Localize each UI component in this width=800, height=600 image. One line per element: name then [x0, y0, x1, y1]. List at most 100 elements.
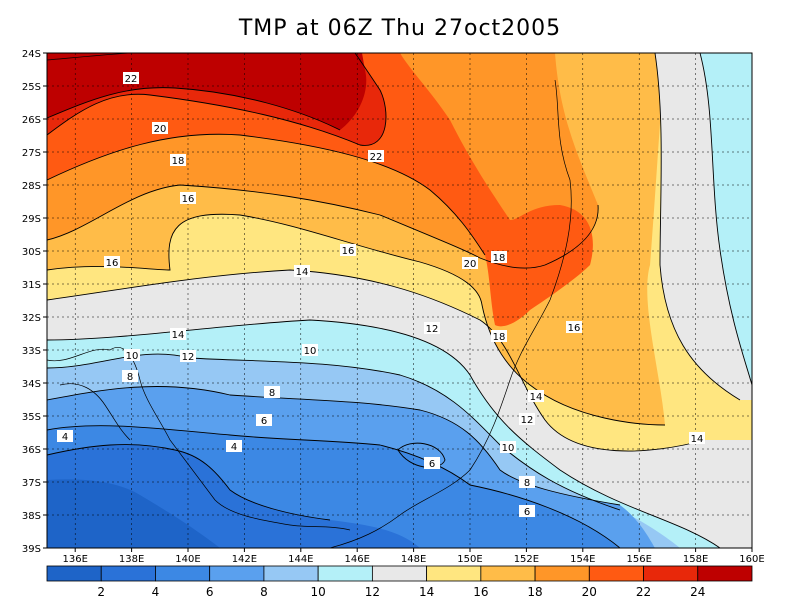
colorbar-swatch [588, 565, 644, 582]
colorbar-swatch [209, 565, 265, 582]
lon-tick-label: 136E [62, 554, 87, 565]
lat-tick-label: 31S [22, 280, 41, 291]
contour-label: 16 [340, 244, 356, 257]
colorbar-label: 10 [311, 585, 326, 599]
contour-label: 20 [152, 122, 168, 135]
svg-text:22: 22 [125, 74, 138, 85]
colorbar-swatch [534, 565, 590, 582]
colorbar-label: 4 [152, 585, 160, 599]
colorbar-label: 20 [582, 585, 597, 599]
colorbar-label: 6 [206, 585, 214, 599]
contour-label: 4 [226, 440, 242, 453]
lat-tick-label: 30S [22, 247, 41, 258]
svg-text:18: 18 [172, 156, 185, 167]
svg-text:14: 14 [530, 392, 543, 403]
lat-tick-label: 27S [22, 148, 41, 159]
map-fill-layer [47, 53, 752, 548]
svg-text:12: 12 [182, 352, 195, 363]
contour-label: 20 [462, 257, 478, 270]
contour-label: 6 [256, 414, 272, 427]
lat-tick-label: 39S [22, 544, 41, 555]
lat-tick-label: 38S [22, 511, 41, 522]
svg-text:14: 14 [691, 434, 704, 445]
svg-text:22: 22 [370, 152, 383, 163]
contour-label: 16 [180, 192, 196, 205]
svg-text:16: 16 [182, 194, 195, 205]
lon-tick-label: 148E [401, 554, 426, 565]
colorbar-swatch [371, 565, 428, 582]
colorbar: 2 4 6 8 10 12 14 16 18 20 22 24 [46, 565, 753, 599]
svg-text:16: 16 [342, 246, 355, 257]
colorbar-label: 2 [97, 585, 105, 599]
contour-label: 16 [566, 321, 582, 334]
lat-tick-label: 35S [22, 412, 41, 423]
contour-label: 8 [122, 370, 138, 383]
lon-tick-label: 152E [514, 554, 539, 565]
lon-tick-label: 146E [344, 554, 369, 565]
contour-label: 14 [294, 265, 310, 278]
colorbar-swatch [643, 565, 699, 582]
svg-text:6: 6 [524, 507, 530, 518]
colorbar-swatch [426, 565, 482, 582]
lon-tick-label: 154E [570, 554, 595, 565]
colorbar-label: 12 [365, 585, 380, 599]
warm-east-edge [700, 53, 752, 385]
contour-label: 18 [491, 251, 507, 264]
colorbar-swatch [100, 565, 156, 582]
contour-label: 12 [519, 413, 535, 426]
band-below-2 [47, 479, 220, 548]
lon-tick-label: 142E [232, 554, 257, 565]
contour-label: 10 [500, 441, 516, 454]
contour-label: 14 [170, 328, 186, 341]
contour-label: 8 [519, 476, 535, 489]
lon-tick-label: 144E [288, 554, 313, 565]
svg-text:16: 16 [568, 323, 581, 334]
colorbar-label: 18 [527, 585, 542, 599]
contour-label: 6 [519, 505, 535, 518]
lon-tick-label: 158E [683, 554, 708, 565]
contour-label: 14 [528, 390, 544, 403]
lat-tick-label: 26S [22, 115, 41, 126]
colorbar-swatch [480, 565, 536, 582]
svg-text:4: 4 [231, 442, 237, 453]
colorbar-swatch [155, 565, 211, 582]
colorbar-swatch [263, 565, 319, 582]
colorbar-swatch [697, 565, 753, 582]
svg-text:10: 10 [502, 443, 515, 454]
svg-text:18: 18 [493, 253, 506, 264]
contour-label: 18 [170, 154, 186, 167]
svg-text:10: 10 [304, 346, 317, 357]
lon-tick-label: 156E [626, 554, 651, 565]
map-title: TMP at 06Z Thu 27oct2005 [238, 16, 562, 41]
longitude-axis: 136E 138E 140E 142E 144E 146E 148E 150E 152E 154E… [62, 548, 765, 565]
contour-lines [47, 53, 752, 548]
svg-text:12: 12 [426, 324, 439, 335]
svg-text:14: 14 [296, 267, 309, 278]
colorbar-swatch [317, 565, 373, 582]
svg-text:8: 8 [269, 388, 275, 399]
lon-tick-label: 140E [175, 554, 200, 565]
svg-text:16: 16 [106, 258, 119, 269]
contour-label: 18 [491, 330, 507, 343]
svg-text:8: 8 [127, 372, 133, 383]
band-20-22 [47, 53, 593, 327]
contour-label: 8 [264, 386, 280, 399]
coastline [47, 53, 572, 548]
svg-text:10: 10 [126, 351, 139, 362]
contour-label: 10 [124, 349, 140, 362]
colorbar-label: 14 [419, 585, 434, 599]
colorbar-label: 22 [636, 585, 651, 599]
contour-label: 10 [302, 344, 318, 357]
contour-label: 6 [424, 457, 440, 470]
contour-labels: 22 20 18 16 16 16 14 14 12 12 10 10 8 8 … [57, 72, 705, 518]
latitude-axis: 24S 25S 26S 27S 28S 29S 30S 31S 32S 33S 34S 35S 36S 3… [22, 49, 47, 555]
contour-label: 22 [368, 150, 384, 163]
lat-tick-label: 36S [22, 445, 41, 456]
lat-tick-label: 37S [22, 478, 41, 489]
lat-tick-label: 28S [22, 181, 41, 192]
lat-tick-label: 33S [22, 346, 41, 357]
svg-text:20: 20 [154, 124, 167, 135]
contour-label: 12 [424, 322, 440, 335]
colorbar-label: 8 [260, 585, 268, 599]
